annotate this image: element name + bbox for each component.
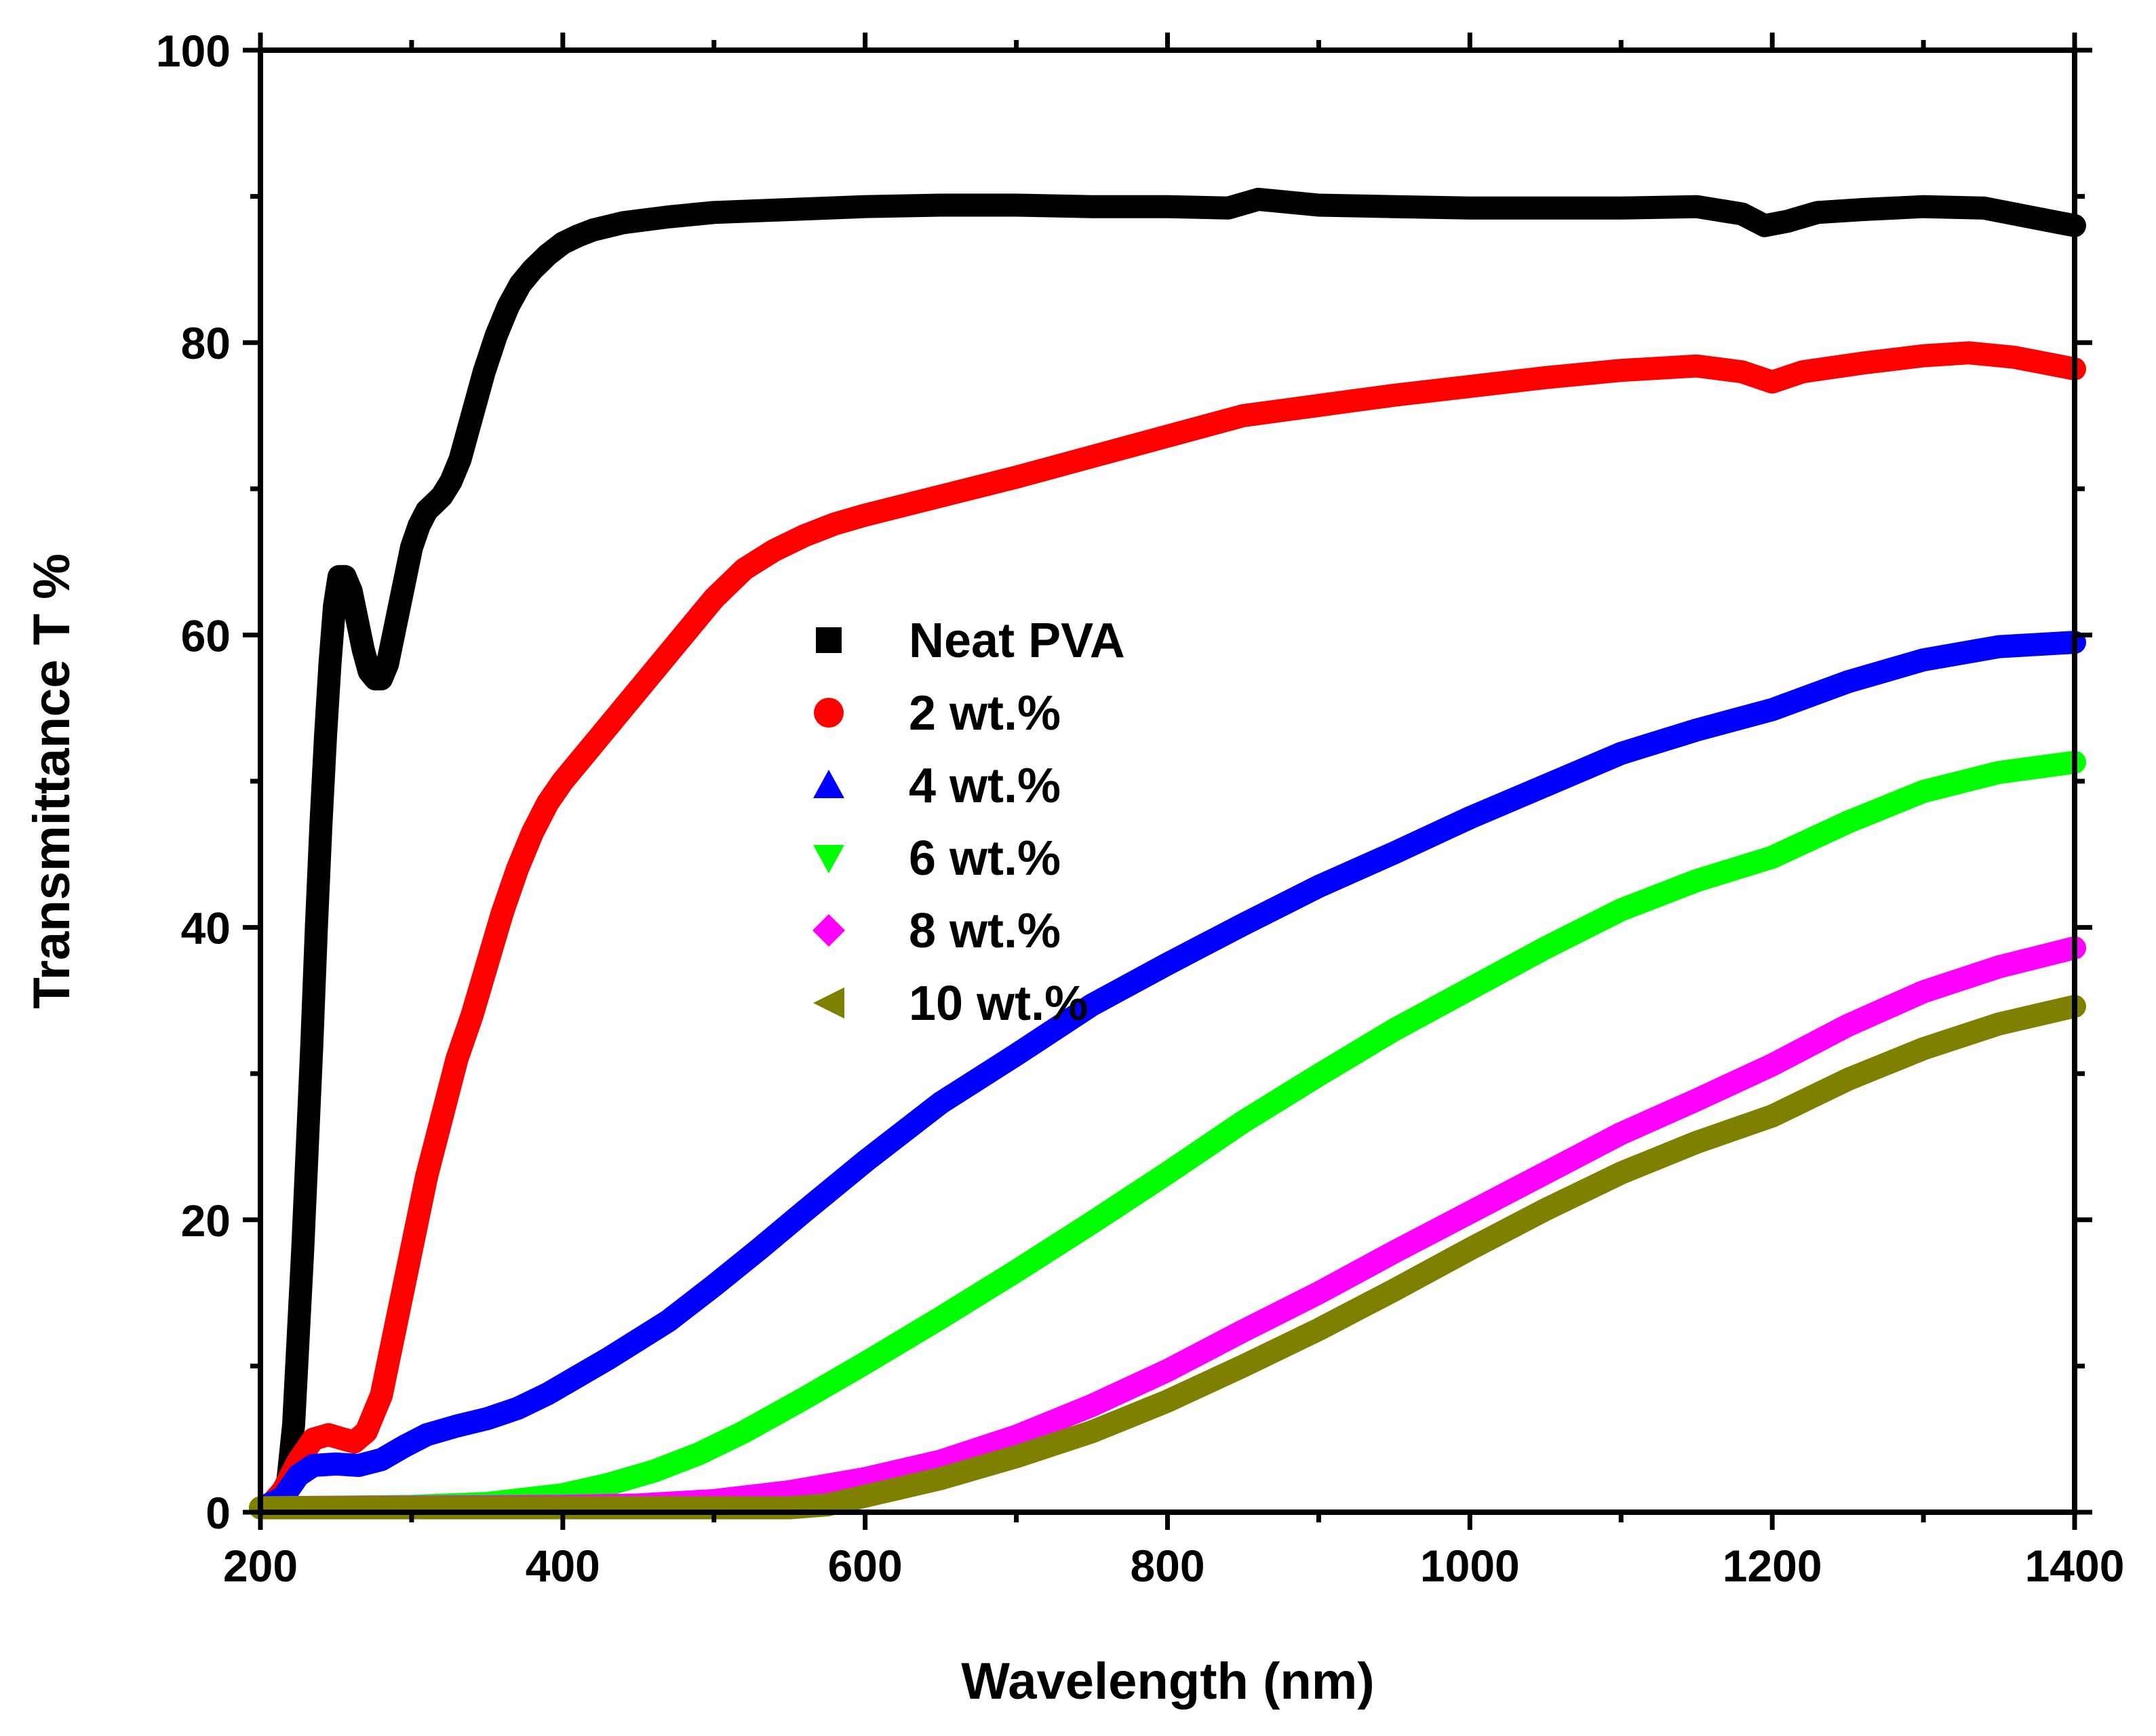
legend-marker-3	[813, 770, 844, 798]
legend-marker-5	[812, 914, 845, 947]
y-axis-title: Transmittance T %	[23, 553, 81, 1009]
series-line-6	[249, 995, 2086, 1520]
x-tick-label: 1000	[1420, 1541, 1520, 1591]
legend-label-1: Neat PVA	[909, 614, 1125, 668]
x-tick-label: 1200	[1723, 1541, 1822, 1591]
legend-label-6: 10 wt.%	[909, 976, 1088, 1031]
ticks-layer: 200 400 600 800 1000 1200 1400 0 20 40 60 80 100	[156, 26, 2125, 1591]
legend: Neat PVA 2 wt.% 4 wt.% 6 wt.% 8 wt.% 10 wt.%	[812, 614, 1125, 1031]
x-tick-label: 400	[526, 1541, 600, 1591]
legend-label-2: 2 wt.%	[909, 686, 1061, 741]
legend-label-3: 4 wt.%	[909, 759, 1061, 813]
x-tick-label: 200	[223, 1541, 298, 1591]
y-tick-label: 60	[181, 610, 231, 660]
legend-label-5: 8 wt.%	[909, 904, 1061, 958]
y-tick-label: 40	[181, 903, 231, 953]
legend-marker-1	[816, 627, 842, 653]
y-tick-label: 80	[181, 318, 231, 368]
x-tick-label: 1400	[2025, 1541, 2125, 1591]
series-line-1	[269, 187, 2086, 1517]
legend-marker-6	[813, 987, 844, 1019]
series-layer	[249, 187, 2086, 1520]
series-line-5	[249, 936, 2086, 1520]
series-line-2	[256, 341, 2086, 1520]
y-tick-label: 20	[181, 1196, 231, 1246]
x-tick-label: 600	[828, 1541, 903, 1591]
series-line-4	[249, 751, 2086, 1520]
legend-label-4: 6 wt.%	[909, 831, 1061, 886]
series-line-3	[256, 631, 2086, 1517]
y-tick-label: 0	[205, 1488, 231, 1538]
y-tick-label: 100	[156, 26, 231, 76]
x-axis-title: Wavelength (nm)	[961, 1653, 1374, 1710]
legend-marker-2	[814, 698, 844, 728]
legend-marker-4	[813, 845, 844, 873]
x-tick-label: 800	[1130, 1541, 1204, 1591]
